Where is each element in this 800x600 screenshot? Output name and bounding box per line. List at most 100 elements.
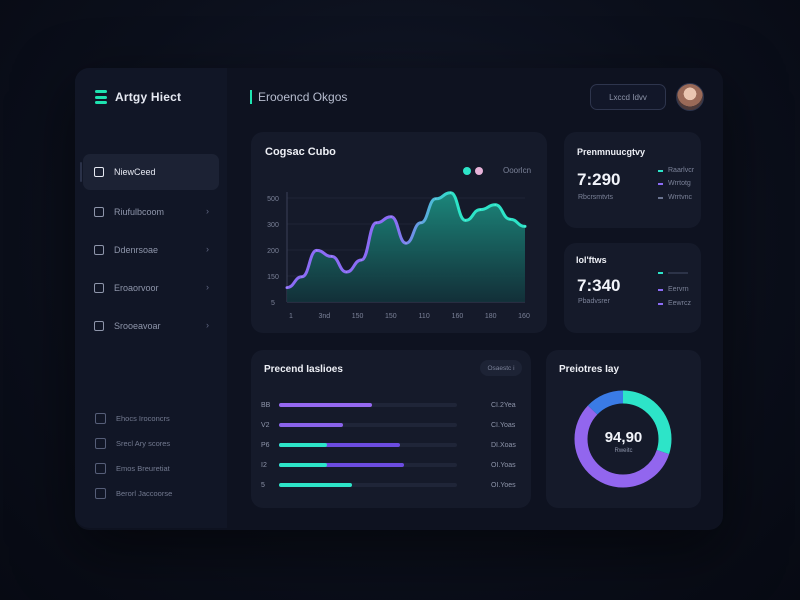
y-tick-label: 5: [271, 300, 275, 307]
sidebar-item-label: Riufulbcoom: [114, 207, 165, 217]
progress-fill-secondary: [279, 443, 401, 447]
progress-row-value: CI.Yoas: [491, 421, 516, 429]
data-point: [420, 222, 422, 224]
title-accent: [250, 90, 252, 104]
stat-legend-text: Wrrtvnc: [668, 194, 692, 201]
progress-track: [279, 483, 457, 487]
donut-card: Preiotres Iay 94,90 Rweitc: [546, 350, 701, 508]
x-tick-label: 150: [352, 313, 364, 320]
data-point: [315, 249, 318, 252]
sidebar-subitem[interactable]: Ehocs Iroconcrs: [95, 406, 172, 431]
progress-row-value: OI.Yoes: [491, 481, 516, 489]
stat-legend-2: Wrrtotg: [658, 180, 691, 187]
sidebar-item-5[interactable]: Srooeavoar ›: [83, 308, 219, 344]
progress-title: Precend Iaslioes: [264, 364, 343, 375]
legend-label: Ooorlcn: [503, 166, 532, 175]
sidebar-subitem-label: Berorl Jaccoorse: [116, 489, 173, 498]
y-tick-label: 500: [267, 196, 279, 203]
x-tick-label: 160: [518, 313, 530, 320]
legend-dash: [658, 288, 663, 291]
sidebar-item-label: Eroaorvoor: [114, 283, 159, 293]
sidebar-item-label: NiewCeed: [114, 167, 156, 177]
data-point: [479, 208, 482, 211]
progress-row-value: OI.Yoas: [491, 461, 516, 469]
progress-row-label: BB: [261, 401, 271, 409]
dashboard-icon: [94, 167, 104, 177]
legend-dash: [658, 272, 663, 274]
progress-row-label: V2: [261, 421, 270, 429]
x-tick-label: 180: [485, 313, 497, 320]
sidebar-item-3[interactable]: Ddenrsoae ›: [83, 232, 219, 268]
data-point: [464, 219, 467, 222]
legend-dot-teal: [463, 166, 471, 175]
progress-row: P6 DI.Xoas: [261, 435, 523, 455]
progress-fill: [279, 403, 372, 407]
series-line: [285, 191, 527, 290]
chart-legend: Ooorlcn: [463, 166, 531, 175]
y-tick-label: 150: [267, 274, 279, 281]
sidebar-subitem[interactable]: Berorl Jaccoorse: [95, 481, 172, 506]
x-tick-label: 150: [385, 313, 397, 320]
stat-caption: Rbcrsmtvts: [578, 194, 613, 201]
stack-logo-icon: [95, 90, 107, 104]
avatar[interactable]: [676, 83, 704, 111]
checkbox-icon: [95, 438, 106, 449]
data-point: [434, 198, 437, 200]
stat-card-2: Iol'ftws 7:340 Pbadvsrer Eervrn Eewrcz: [564, 243, 701, 333]
legend-dash: [658, 196, 663, 199]
data-point: [405, 242, 407, 244]
donut-value: 94,90: [604, 429, 643, 446]
stat-legend-3: Eewrcz: [658, 300, 691, 307]
progress-row-label: P6: [261, 441, 270, 449]
sidebar-subitem-label: Ehocs Iroconcrs: [116, 414, 170, 423]
sidebar-secondary-list: Ehocs Iroconcrs Srecl Ary scores Emos Br…: [95, 406, 172, 506]
bag-icon: [94, 207, 104, 217]
chevron-right-icon: ›: [206, 320, 209, 330]
data-point: [375, 222, 378, 224]
progress-filter-button[interactable]: Osaestc i: [480, 360, 522, 376]
sidebar-item-overview[interactable]: NiewCeed: [80, 154, 219, 190]
progress-row-label: I2: [261, 461, 267, 469]
document-icon: [94, 245, 104, 255]
data-point: [390, 216, 392, 218]
sidebar-subitem[interactable]: Srecl Ary scores: [95, 431, 172, 456]
legend-dash: [658, 302, 663, 305]
header-button[interactable]: Lxccd Idvv: [590, 84, 666, 110]
x-tick-label: 3nd: [318, 313, 330, 320]
legend-dash: [658, 169, 663, 172]
x-tick-label: 1: [289, 313, 293, 320]
data-point: [494, 204, 497, 206]
donut-segment-blue: [574, 390, 672, 488]
user-icon: [94, 283, 104, 293]
stat-caption-text: Rbcrsmtvts: [578, 194, 613, 201]
settings-icon: [94, 321, 104, 331]
brand[interactable]: Artgy Hiect: [95, 90, 181, 104]
sidebar-subitem[interactable]: Emos Breuretiat: [95, 456, 172, 481]
sidebar-item-2[interactable]: Riufulbcoom ›: [83, 194, 219, 230]
y-tick-label: 300: [267, 222, 279, 229]
checkbox-icon: [95, 488, 106, 499]
progress-row-value: DI.Xoas: [491, 441, 516, 449]
stat-legend-3: Wrrtvnc: [658, 194, 692, 201]
area-fill: [287, 192, 525, 302]
sidebar-item-4[interactable]: Eroaorvoor ›: [83, 270, 219, 306]
chevron-right-icon: ›: [206, 282, 209, 292]
page-title: Erooencd Okgos: [250, 90, 347, 104]
stat-legend-1: [658, 272, 688, 274]
area-chart: 500 300 200 150 5 1 3nd 150 150 110 160 180 160: [267, 191, 530, 320]
progress-fill: [279, 423, 344, 427]
sidebar-subitem-label: Srecl Ary scores: [116, 439, 171, 448]
stat-value: 7:290: [577, 170, 621, 189]
data-point: [345, 271, 348, 273]
mini-progress: [668, 272, 688, 274]
donut-chart: [574, 390, 672, 488]
stat-legend-1: Raarlvcr: [658, 167, 694, 174]
data-point: [286, 286, 288, 289]
x-tick-label: 110: [419, 313, 430, 320]
progress-card: Precend Iaslioes Osaestc i BB CI.2Yea V2 CI…: [251, 350, 531, 508]
data-point: [301, 276, 303, 278]
progress-row-label: 5: [261, 481, 265, 489]
legend-dash: [658, 182, 663, 185]
progress-fill: [279, 463, 328, 467]
progress-fill: [279, 443, 328, 447]
